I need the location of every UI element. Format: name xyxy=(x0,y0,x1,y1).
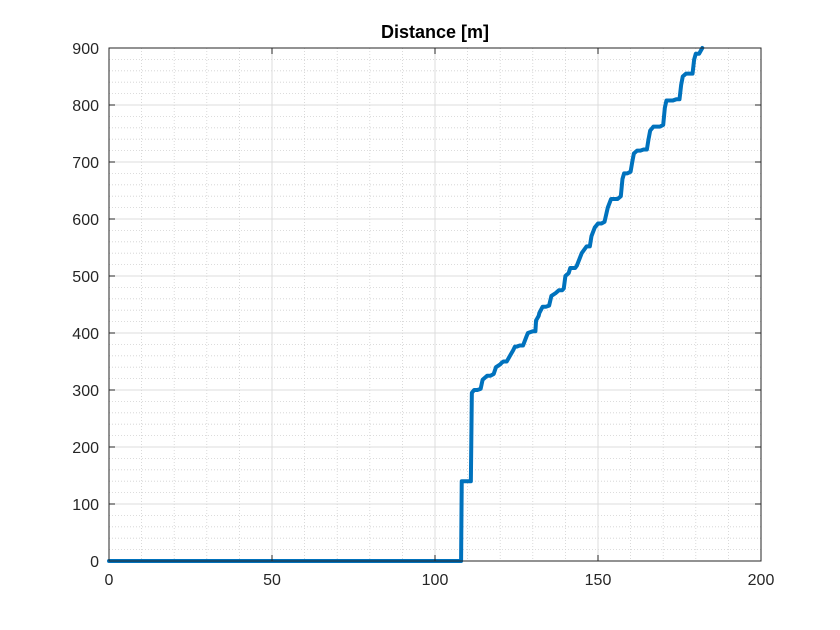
major-grid xyxy=(109,48,761,561)
x-tick-label: 100 xyxy=(422,572,449,589)
x-tick-labels: 0 50 100 150 200 xyxy=(105,572,775,589)
series-layer xyxy=(107,46,705,563)
minor-grid xyxy=(109,48,761,561)
y-tick-labels: 0 100 200 300 400 500 600 700 800 900 xyxy=(72,41,99,571)
chart-title: Distance [m] xyxy=(381,22,489,42)
y-tick-label: 900 xyxy=(72,41,99,58)
y-tick-label: 600 xyxy=(72,212,99,229)
y-tick-label: 500 xyxy=(72,269,99,286)
y-tick-label: 100 xyxy=(72,497,99,514)
series-line-distance xyxy=(107,46,705,563)
x-tick-label: 50 xyxy=(263,572,281,589)
x-tick-label: 200 xyxy=(748,572,775,589)
plot-area: 0 50 100 150 200 0 100 200 300 400 500 600 700 800 90… xyxy=(72,41,774,589)
y-tick-label: 200 xyxy=(72,440,99,457)
y-tick-label: 700 xyxy=(72,155,99,172)
tick-marks xyxy=(108,47,762,562)
x-tick-label: 0 xyxy=(105,572,114,589)
y-tick-label: 800 xyxy=(72,98,99,115)
y-tick-label: 300 xyxy=(72,383,99,400)
y-tick-label: 400 xyxy=(72,326,99,343)
y-tick-label: 0 xyxy=(90,554,99,571)
x-tick-label: 150 xyxy=(585,572,612,589)
